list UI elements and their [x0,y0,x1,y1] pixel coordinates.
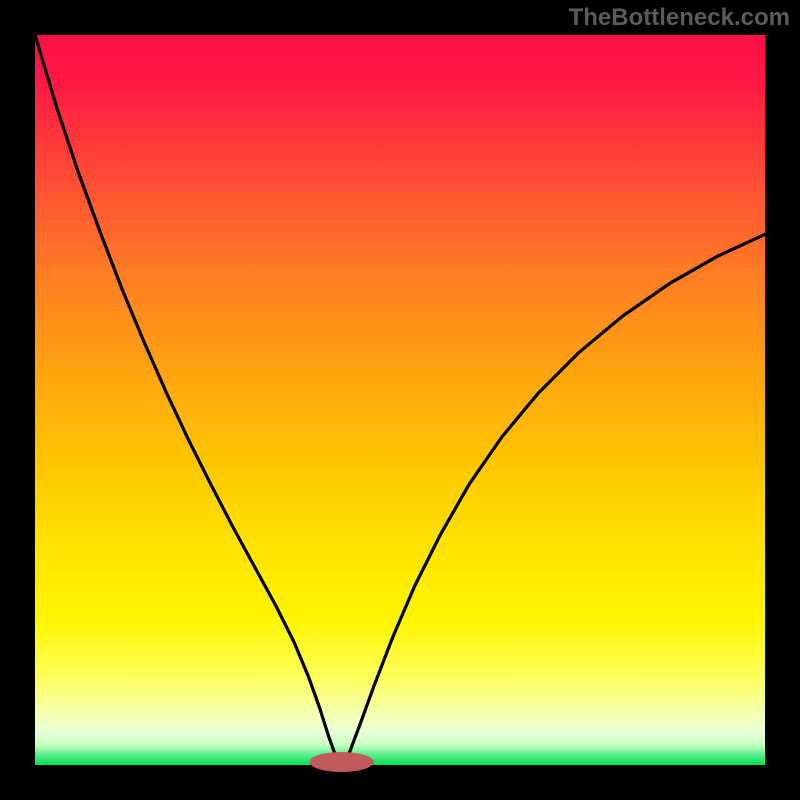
watermark-text: TheBottleneck.com [569,4,790,32]
bottleneck-chart-svg [0,0,800,800]
plot-gradient-background [35,35,765,765]
balance-point-marker [310,752,374,772]
chart-container: TheBottleneck.com [0,0,800,800]
